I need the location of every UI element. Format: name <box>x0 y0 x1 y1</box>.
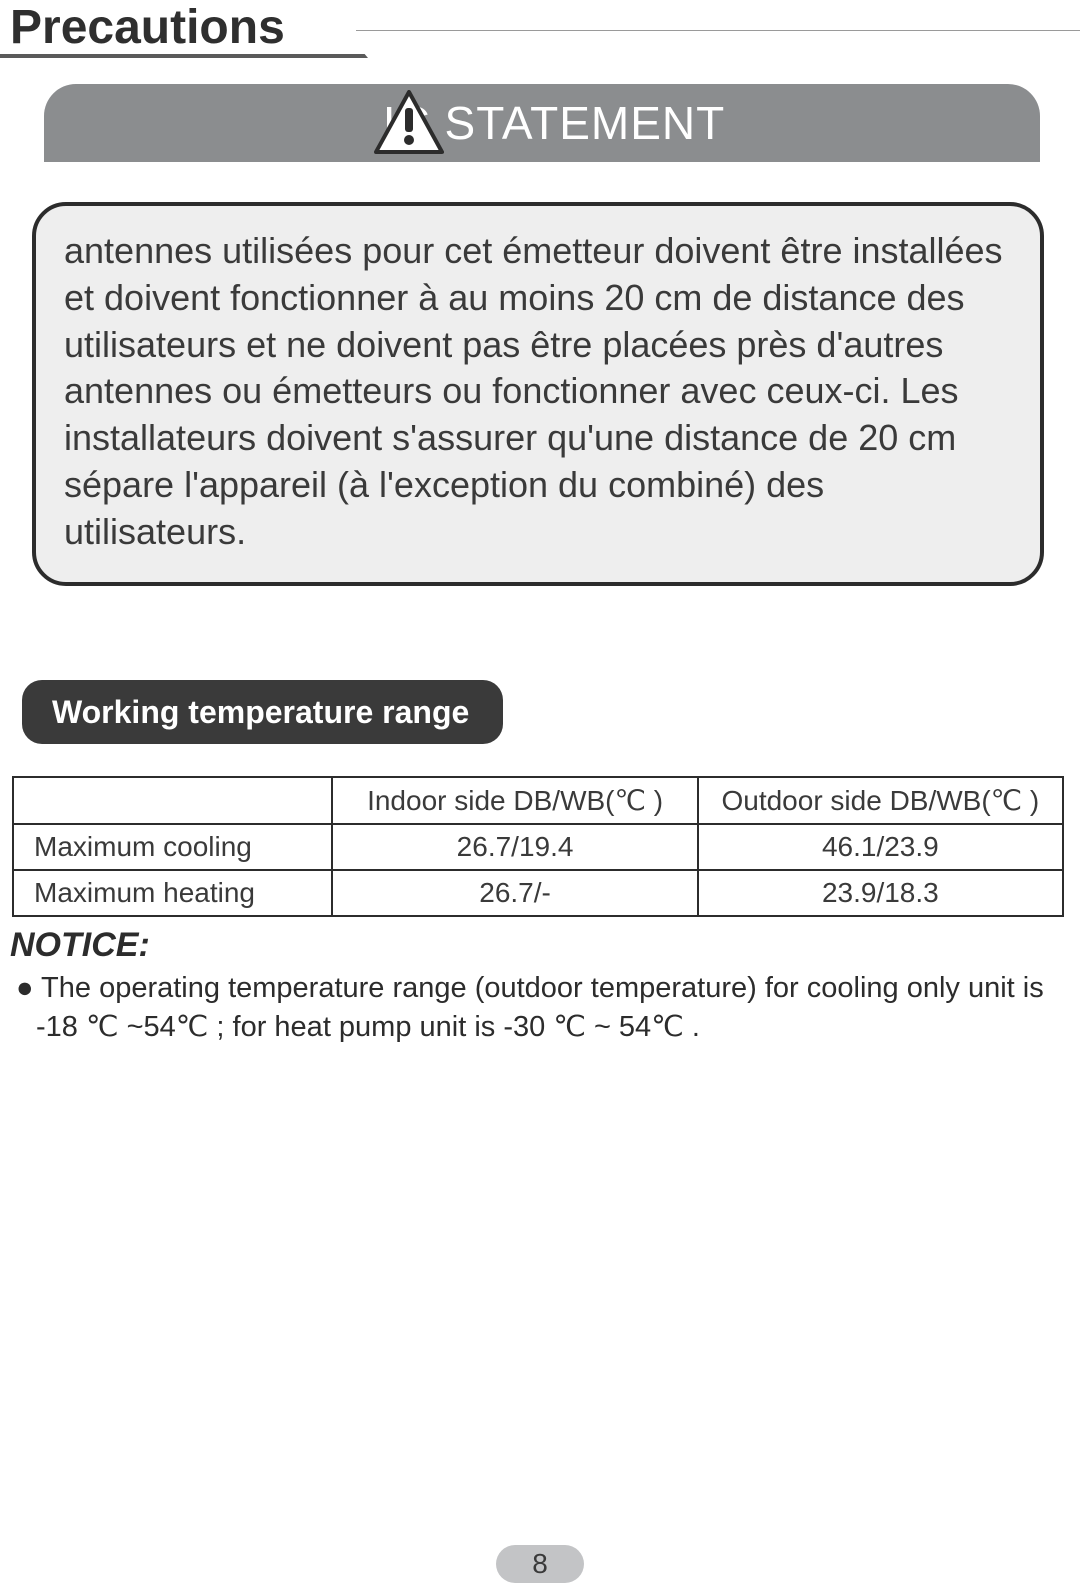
section-title: Precautions <box>10 0 285 55</box>
section-rule-thick <box>0 54 330 58</box>
table-cell-indoor: 26.7/- <box>332 870 697 916</box>
notice-body: ● The operating temperature range (outdo… <box>10 969 1070 1047</box>
table-cell-label: Maximum cooling <box>13 824 332 870</box>
section-rule-thin <box>356 30 1080 31</box>
ic-statement-body: antennes utilisées pour cet émetteur doi… <box>32 202 1044 586</box>
table-cell-indoor: 26.7/19.4 <box>332 824 697 870</box>
table-cell-outdoor: 23.9/18.3 <box>698 870 1063 916</box>
page-number: 8 <box>496 1545 584 1583</box>
ic-statement-header: IC STATEMENT <box>44 84 1040 162</box>
working-temp-range-title: Working temperature range <box>52 694 469 731</box>
table-header-indoor: Indoor side DB/WB(℃ ) <box>332 777 697 824</box>
table-cell-label: Maximum heating <box>13 870 332 916</box>
notice-heading: NOTICE: <box>10 926 1070 965</box>
table-row: Maximum cooling 26.7/19.4 46.1/23.9 <box>13 824 1063 870</box>
working-temp-range-header: Working temperature range <box>22 680 503 744</box>
table-cell-outdoor: 46.1/23.9 <box>698 824 1063 870</box>
notice-block: NOTICE: ● The operating temperature rang… <box>10 926 1070 1047</box>
table-header-blank <box>13 777 332 824</box>
table-header-row: Indoor side DB/WB(℃ ) Outdoor side DB/WB… <box>13 777 1063 824</box>
table-header-outdoor: Outdoor side DB/WB(℃ ) <box>698 777 1063 824</box>
table-row: Maximum heating 26.7/- 23.9/18.3 <box>13 870 1063 916</box>
temp-table: Indoor side DB/WB(℃ ) Outdoor side DB/WB… <box>12 776 1064 917</box>
warning-triangle-icon <box>374 90 444 154</box>
